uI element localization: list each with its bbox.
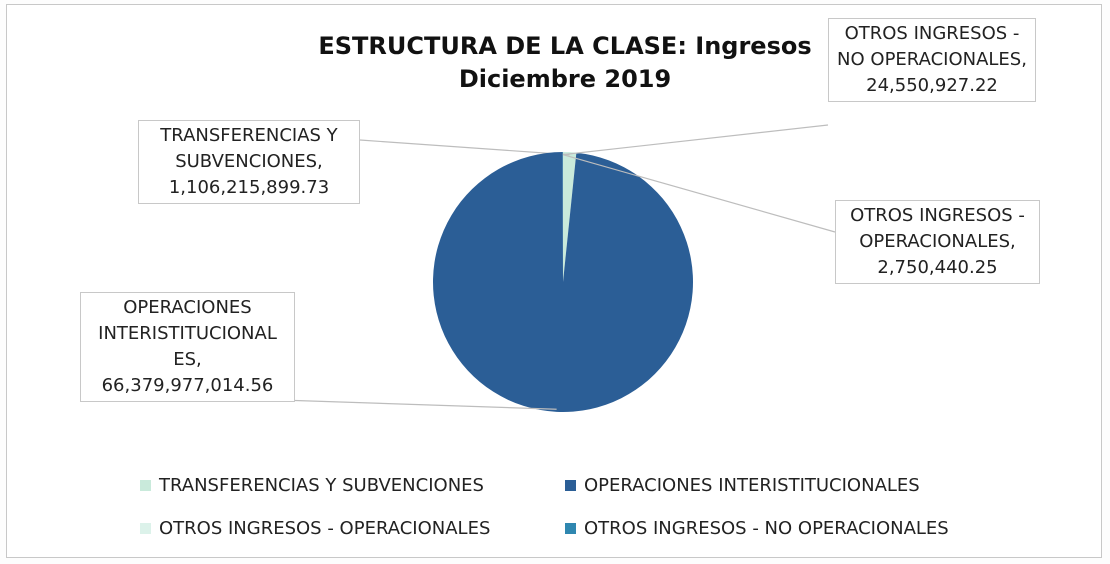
legend-label: OTROS INGRESOS - OPERACIONALES	[159, 518, 491, 539]
legend-swatch	[565, 480, 576, 491]
data-label-name: OTROS INGRESOS - OPERACIONALES,	[850, 205, 1025, 252]
data-label: OTROS INGRESOS - OPERACIONALES, 2,750,440…	[835, 200, 1040, 284]
leader-line	[562, 154, 836, 233]
data-label: TRANSFERENCIAS Y SUBVENCIONES, 1,106,215,…	[138, 120, 360, 204]
data-label-value: 66,379,977,014.56	[101, 375, 274, 396]
legend-label: OPERACIONES INTERISTITUCIONALES	[584, 475, 920, 496]
legend-label: TRANSFERENCIAS Y SUBVENCIONES	[159, 475, 484, 496]
leader-line	[562, 124, 829, 156]
leader-line	[359, 139, 570, 156]
data-label: OTROS INGRESOS - NO OPERACIONALES, 24,550…	[828, 18, 1036, 102]
pie-slice	[563, 152, 577, 282]
legend-item: OTROS INGRESOS - NO OPERACIONALES	[565, 518, 949, 539]
legend-label: OTROS INGRESOS - NO OPERACIONALES	[584, 518, 949, 539]
legend-item: TRANSFERENCIAS Y SUBVENCIONES	[140, 475, 484, 496]
data-label: OPERACIONES INTERISTITUCIONAL ES, 66,379,…	[80, 292, 295, 402]
chart-title: ESTRUCTURA DE LA CLASE: Ingresos Diciemb…	[318, 32, 812, 93]
data-label-value: 24,550,927.22	[866, 75, 998, 96]
legend-swatch	[565, 523, 576, 534]
pie-slice	[432, 152, 693, 412]
legend-swatch	[140, 480, 151, 491]
leader-line	[279, 399, 557, 410]
data-label-name: TRANSFERENCIAS Y SUBVENCIONES,	[160, 125, 338, 172]
legend-swatch	[140, 523, 151, 534]
data-label-name: OPERACIONES INTERISTITUCIONAL ES,	[98, 297, 277, 370]
legend-item: OTROS INGRESOS - OPERACIONALES	[140, 518, 490, 539]
data-label-value: 1,106,215,899.73	[168, 177, 330, 198]
data-label-value: 2,750,440.25	[877, 257, 998, 278]
legend-item: OPERACIONES INTERISTITUCIONALES	[565, 475, 920, 496]
data-label-name: OTROS INGRESOS - NO OPERACIONALES,	[837, 23, 1027, 70]
